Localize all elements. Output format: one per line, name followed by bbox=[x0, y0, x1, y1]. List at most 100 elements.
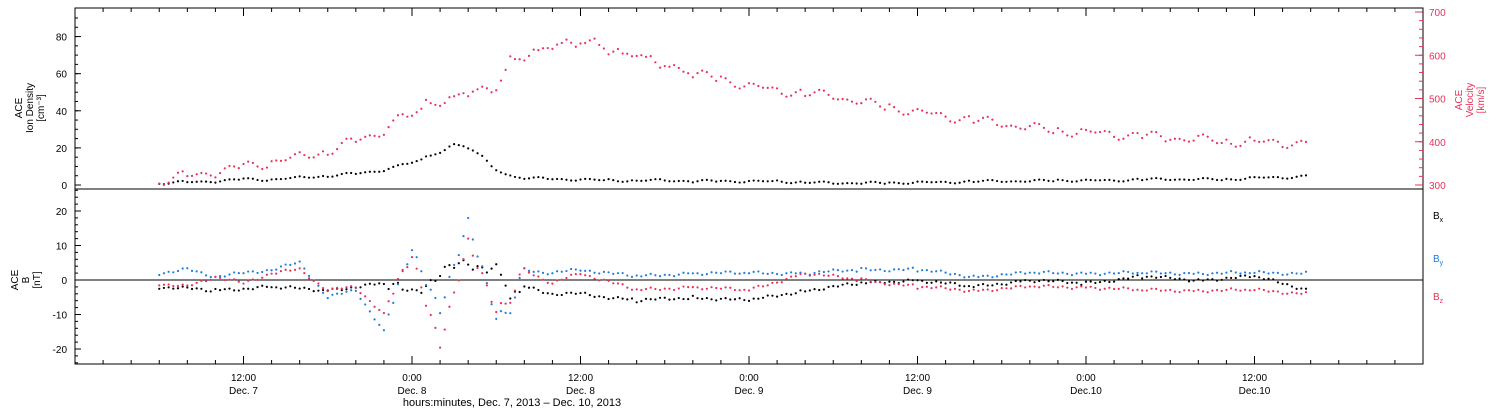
velocity-point bbox=[1108, 130, 1111, 134]
b-point bbox=[162, 272, 166, 275]
b-point bbox=[1267, 290, 1270, 293]
b-point bbox=[387, 287, 390, 291]
b-point bbox=[1234, 276, 1237, 280]
b-point bbox=[527, 271, 531, 274]
b-point bbox=[247, 270, 250, 273]
velocity-point bbox=[396, 114, 400, 117]
b-point bbox=[916, 270, 919, 273]
b-point bbox=[565, 269, 568, 273]
b-point bbox=[691, 286, 694, 289]
b-point bbox=[1197, 278, 1200, 281]
density-point bbox=[794, 181, 797, 184]
b-point bbox=[579, 269, 582, 272]
b-point bbox=[649, 298, 652, 301]
velocity-point bbox=[509, 55, 512, 58]
b-point bbox=[373, 283, 376, 286]
b-point bbox=[1159, 275, 1162, 279]
b-point bbox=[368, 299, 371, 303]
density-point bbox=[1220, 179, 1223, 182]
b-point bbox=[1108, 271, 1111, 274]
density-point bbox=[649, 178, 652, 181]
b-point bbox=[1248, 275, 1251, 279]
velocity-point bbox=[499, 79, 503, 82]
b-point bbox=[841, 270, 844, 273]
b-point bbox=[719, 272, 723, 275]
velocity-point bbox=[747, 82, 751, 85]
density-point bbox=[860, 182, 863, 185]
density-point bbox=[963, 180, 966, 183]
b-point bbox=[1070, 273, 1074, 277]
density-point bbox=[1108, 178, 1111, 181]
density-point bbox=[761, 180, 765, 183]
velocity-point bbox=[897, 110, 900, 113]
b-point bbox=[850, 269, 854, 272]
density-point bbox=[354, 172, 357, 175]
density-point bbox=[1215, 178, 1219, 182]
b-point bbox=[1206, 278, 1209, 281]
density-point bbox=[490, 165, 493, 168]
velocity-point bbox=[476, 88, 479, 91]
b-point bbox=[902, 268, 905, 272]
density-point bbox=[1145, 178, 1148, 181]
b-point bbox=[158, 287, 161, 290]
density-point bbox=[1150, 177, 1153, 180]
velocity-point bbox=[1225, 138, 1228, 141]
density-point bbox=[883, 182, 886, 185]
velocity-point bbox=[298, 151, 301, 154]
b-point bbox=[495, 310, 498, 314]
b-point bbox=[509, 301, 512, 304]
density-point bbox=[233, 178, 236, 181]
density-point bbox=[897, 182, 900, 185]
b-point bbox=[307, 274, 311, 278]
b-point bbox=[785, 272, 788, 275]
b-point bbox=[855, 270, 858, 273]
b-point bbox=[967, 289, 971, 293]
b-point bbox=[1272, 271, 1275, 274]
b-point bbox=[392, 292, 395, 295]
date-tick-label: Dec. 9 bbox=[735, 386, 764, 397]
density-point bbox=[654, 178, 657, 181]
b-point bbox=[298, 260, 301, 263]
velocity-point bbox=[892, 105, 896, 109]
b-point bbox=[541, 278, 545, 281]
density-point bbox=[1281, 177, 1284, 180]
density-point bbox=[1019, 180, 1022, 183]
b-point bbox=[972, 274, 975, 277]
velocity-point bbox=[963, 116, 966, 119]
density-point bbox=[1080, 179, 1083, 182]
density-point bbox=[1014, 180, 1017, 183]
b-point bbox=[1304, 291, 1308, 294]
velocity-point bbox=[1262, 140, 1265, 143]
b-point bbox=[963, 285, 966, 288]
b-point bbox=[785, 292, 788, 295]
b-point bbox=[995, 275, 999, 278]
velocity-point bbox=[242, 162, 245, 166]
b-point bbox=[387, 300, 390, 303]
b-point bbox=[1183, 278, 1186, 281]
velocity-point bbox=[387, 126, 390, 129]
b-point bbox=[186, 284, 189, 287]
b-point bbox=[1183, 289, 1186, 292]
velocity-point bbox=[1211, 139, 1214, 142]
b-point bbox=[457, 253, 460, 257]
density-point bbox=[467, 147, 470, 150]
b-point bbox=[1122, 270, 1125, 273]
velocity-point bbox=[1187, 140, 1191, 143]
density-point bbox=[766, 180, 769, 183]
b-point bbox=[818, 270, 821, 273]
b-point bbox=[570, 291, 573, 294]
density-point bbox=[1290, 176, 1294, 180]
b-point bbox=[303, 286, 306, 289]
b-point bbox=[326, 290, 329, 293]
b-point bbox=[340, 287, 343, 290]
velocity-point bbox=[415, 111, 418, 114]
density-point bbox=[481, 154, 484, 157]
b-point bbox=[1262, 288, 1265, 292]
b-tick-label: -10 bbox=[53, 311, 68, 322]
b-point bbox=[1169, 276, 1172, 279]
b-point bbox=[504, 302, 507, 305]
velocity-point bbox=[715, 79, 718, 82]
velocity-point bbox=[701, 69, 704, 72]
density-point bbox=[541, 176, 545, 179]
velocity-point bbox=[1061, 130, 1064, 133]
